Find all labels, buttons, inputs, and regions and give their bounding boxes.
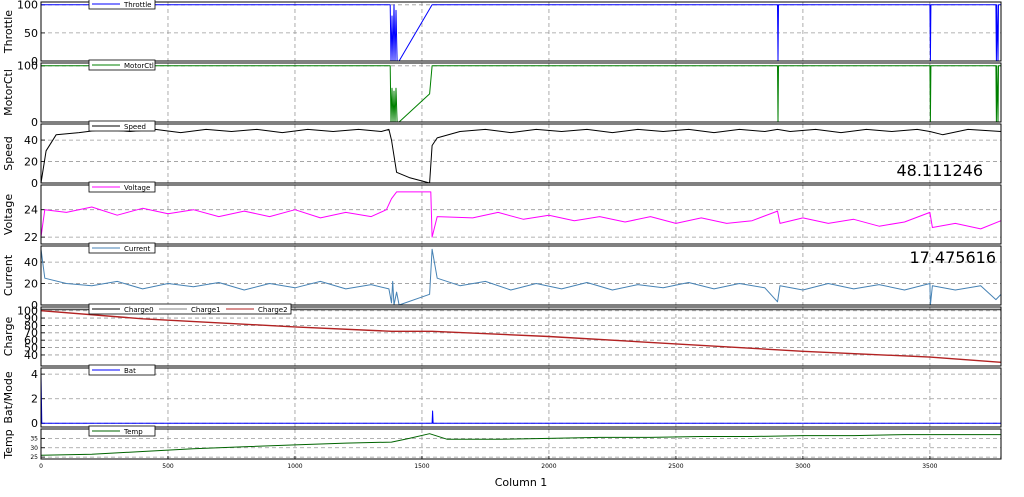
panel-frame [40, 245, 1002, 306]
x-tick-label: 0 [39, 463, 43, 470]
y-tick-label: 40 [24, 134, 38, 147]
legend-box [88, 181, 156, 193]
legend-label: Bat [124, 367, 136, 375]
y-tick-label: 0 [31, 299, 38, 312]
series-line-voltage [40, 191, 1002, 238]
y-tick-label: 0 [31, 417, 38, 430]
y-tick-label: 60 [24, 334, 38, 347]
y-axis-label: Current [2, 254, 15, 296]
x-axis-label: Column 1 [495, 476, 548, 489]
legend-box [88, 303, 292, 315]
y-axis-label: Bat/Mode [2, 371, 15, 424]
series-line-speed [40, 128, 1002, 184]
series-line-bat [40, 374, 1001, 424]
panel-speed: 0 20 40 Speed Speed 48.111246 [2, 120, 1002, 190]
y-tick-label: 35 [30, 435, 38, 442]
legend: Speed [88, 120, 156, 132]
legend: Current [88, 242, 156, 254]
y-tick-label: 0 [31, 55, 38, 68]
panel-frame [40, 62, 1002, 123]
y-axis-label: Charge [2, 317, 15, 357]
y-tick-label: 24 [24, 204, 38, 217]
legend: Voltage [88, 181, 156, 193]
legend: Throttle [88, 0, 156, 10]
x-tick-label: 3000 [795, 463, 810, 470]
legend: Bat [88, 364, 156, 376]
legend-label: Voltage [124, 184, 150, 192]
legend: Temp [88, 425, 156, 437]
y-axis-label: Temp [2, 429, 15, 459]
panel-frame [40, 123, 1002, 184]
y-tick-label: 2 [31, 393, 38, 406]
y-tick-label: 40 [24, 256, 38, 269]
y-axis-label: Voltage [2, 194, 15, 235]
y-tick-label: 20 [24, 155, 38, 168]
legend-label: Speed [124, 123, 146, 131]
legend-label: Temp [123, 428, 143, 436]
series-line-temp [40, 433, 1001, 456]
y-axis-label: Throttle [2, 10, 15, 54]
y-tick-label: 70 [24, 327, 38, 340]
legend-label: Current [124, 245, 151, 253]
y-tick-label: 30 [30, 445, 38, 452]
x-tick-label: 500 [162, 463, 174, 470]
legend-box [88, 364, 156, 376]
y-tick-label: 20 [24, 277, 38, 290]
panel-frame [40, 1, 1002, 62]
y-tick-label: 40 [24, 349, 38, 362]
series-line-current [40, 248, 1002, 306]
panel-voltage: 22 24 Voltage Voltage [2, 181, 1002, 245]
legend-label: Charge2 [258, 306, 288, 314]
legend-box [88, 425, 156, 437]
y-tick-label: 22 [24, 231, 38, 244]
y-tick-label: 25 [30, 454, 38, 461]
value-annotation: 48.111246 [896, 161, 983, 180]
y-axis-label: Speed [2, 136, 15, 170]
y-tick-label: 100 [17, 0, 38, 12]
panel-frame [40, 367, 1002, 428]
panel-frame [40, 184, 1002, 245]
x-tick-label: 2500 [668, 463, 683, 470]
series-line-charge2 [40, 310, 1002, 363]
legend-label: Charge0 [124, 306, 154, 314]
panel-frame [40, 428, 1002, 460]
legend-label: MotorCtl [124, 62, 154, 70]
series-line-motorctl [41, 65, 1001, 123]
y-tick-label: 50 [24, 341, 38, 354]
y-tick-label: 0 [31, 116, 38, 129]
legend-box [88, 242, 156, 254]
y-tick-label: 50 [24, 27, 38, 40]
panel-temp: 25 30 35 Temp Temp [2, 425, 1002, 461]
y-tick-label: 4 [31, 368, 38, 381]
series-line-throttle [41, 4, 1001, 62]
panel-batmode: 0 2 4 Bat/Mode Bat [2, 364, 1002, 430]
x-tick-label: 1500 [414, 463, 429, 470]
y-axis-label: MotorCtl [2, 69, 15, 116]
legend-label: Charge1 [191, 306, 221, 314]
y-tick-label: 0 [31, 177, 38, 190]
x-tick-label: 2000 [541, 463, 556, 470]
panel-current: 0 20 40 Current Current 17.475616 [2, 242, 1002, 312]
legend-box [88, 59, 156, 71]
y-tick-label: 80 [24, 319, 38, 332]
panel-frame [40, 306, 1002, 367]
legend-box [88, 0, 156, 10]
legend-label: Throttle [123, 1, 151, 9]
y-tick-label: 100 [17, 60, 38, 73]
x-tick-label: 3500 [922, 463, 937, 470]
y-tick-label: 100 [17, 305, 38, 318]
legend: Charge0 Charge1 Charge2 [88, 303, 292, 315]
legend: MotorCtl [88, 59, 156, 71]
value-annotation: 17.475616 [909, 248, 996, 267]
y-tick-label: 90 [24, 312, 38, 325]
legend-box [88, 120, 156, 132]
x-tick-label: 1000 [287, 463, 302, 470]
